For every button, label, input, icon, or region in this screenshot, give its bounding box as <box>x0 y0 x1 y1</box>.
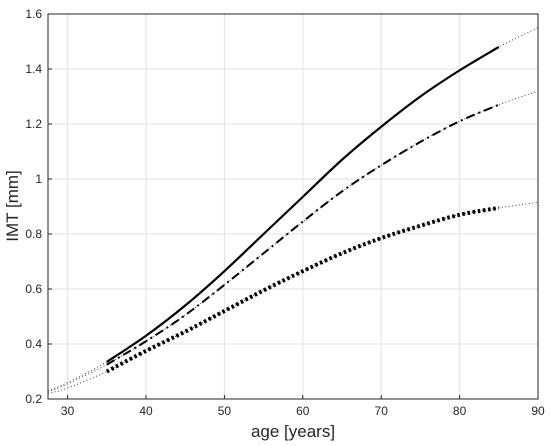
y-tick-labels: 0.2 0.4 0.6 0.8 1 1.2 1.4 1.6 <box>25 7 42 406</box>
x-tick-label: 80 <box>453 404 467 418</box>
y-tick-label: 1.4 <box>25 62 42 76</box>
x-tick-label: 90 <box>531 404 545 418</box>
y-tick-label: 1.2 <box>25 117 42 131</box>
y-tick-label: 0.4 <box>25 337 42 351</box>
x-tick-label: 30 <box>61 404 75 418</box>
series-lines <box>47 27 539 394</box>
series-dashdot-extrapolation <box>47 90 539 393</box>
y-tick-label: 0.2 <box>25 392 42 406</box>
series-solid-extrapolation <box>47 27 539 392</box>
y-tick-label: 1 <box>35 172 42 186</box>
series-solid-line <box>106 46 500 363</box>
y-axis-label: IMT [mm] <box>3 170 22 241</box>
x-tick-label: 40 <box>139 404 153 418</box>
x-tick-label: 50 <box>218 404 232 418</box>
plot-frame <box>47 13 539 400</box>
x-tick-label: 70 <box>375 404 389 418</box>
x-tick-labels: 30 40 50 60 70 80 90 <box>61 404 545 418</box>
y-tick-label: 0.6 <box>25 282 42 296</box>
x-axis-label: age [years] <box>251 422 335 441</box>
y-tick-label: 1.6 <box>25 7 42 21</box>
y-tick-label: 0.8 <box>25 227 42 241</box>
x-tick-label: 60 <box>296 404 310 418</box>
series-dotted-line <box>105 205 500 374</box>
series-dashdot-line <box>106 103 500 366</box>
